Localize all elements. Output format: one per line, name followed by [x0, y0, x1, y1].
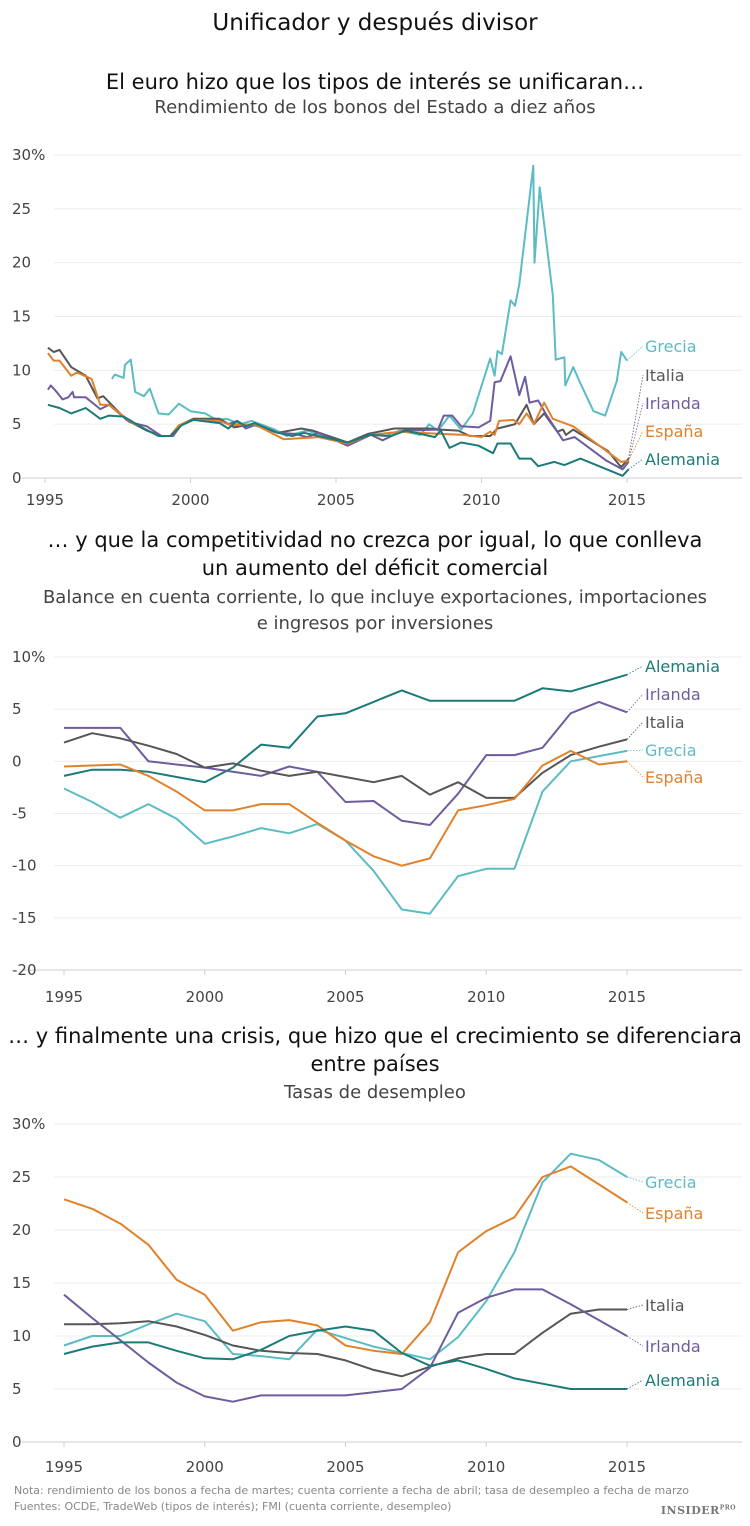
- series-label-grecia: Grecia: [645, 741, 697, 760]
- label-leader: [626, 1379, 644, 1390]
- x-tick-label: 2005: [317, 491, 355, 509]
- chart3-subtitle: Tasas de desempleo: [284, 1082, 466, 1103]
- y-tick-label: 30%: [12, 146, 45, 164]
- series-line-alemania: [47, 403, 630, 477]
- series-line-irlanda: [64, 700, 628, 826]
- label-leader: [626, 749, 644, 752]
- x-tick-label: 2015: [608, 1458, 646, 1476]
- x-tick-label: 1995: [26, 491, 64, 509]
- y-tick-label: -20: [12, 961, 37, 979]
- chart3-title-line2: entre países: [310, 1052, 440, 1076]
- y-tick-label: 20: [12, 254, 31, 272]
- label-leader: [626, 721, 644, 740]
- series-label-italia: Italia: [645, 713, 685, 732]
- chart1-title: El euro hizo que los tipos de interés se…: [105, 70, 645, 94]
- y-tick-label: 15: [12, 308, 31, 326]
- x-tick-label: 2000: [171, 491, 209, 509]
- y-tick-label: 15: [12, 1274, 31, 1292]
- series-line-irlanda: [63, 1288, 628, 1403]
- main-title: Unificador y después divisor: [212, 10, 538, 36]
- y-tick-label: 0: [12, 469, 22, 487]
- chart3-title-line1: … y finalmente una crisis, que hizo que …: [8, 1024, 742, 1048]
- y-tick-label: -5: [12, 805, 27, 823]
- x-tick-label: 1995: [45, 988, 83, 1006]
- series-label-grecia: Grecia: [645, 1173, 697, 1192]
- label-leader: [626, 345, 644, 361]
- label-leader: [626, 1202, 644, 1214]
- y-tick-label: 0: [12, 752, 22, 770]
- series-label-alemania: Alemania: [645, 1371, 720, 1390]
- x-tick-label: 2005: [326, 988, 364, 1006]
- x-tick-label: 2015: [608, 491, 646, 509]
- y-tick-label: 30%: [12, 1115, 45, 1133]
- x-tick-label: 1995: [45, 1458, 83, 1476]
- series-line-españa: [47, 352, 629, 463]
- sources-text: Fuentes: OCDE, TradeWeb (tipos de interé…: [14, 1500, 452, 1513]
- y-tick-label: 5: [12, 700, 22, 718]
- chart-2: 10% 5 0 -5 -10 -15 -20 1995 2000 2005 2010 2015 Alem…: [12, 648, 742, 1006]
- label-leader: [626, 1335, 644, 1347]
- x-tick-label: 2015: [608, 988, 646, 1006]
- x-tick-label: 2005: [326, 1458, 364, 1476]
- x-tick-label: 2010: [467, 1458, 505, 1476]
- series-line-irlanda: [47, 355, 630, 471]
- y-tick-label: 10%: [12, 648, 45, 666]
- x-tick-label: 2010: [462, 491, 500, 509]
- note-text: Nota: rendimiento de los bonos a fecha d…: [14, 1484, 689, 1497]
- y-tick-label: 20: [12, 1221, 31, 1239]
- label-leader: [628, 402, 644, 462]
- y-tick-label: 0: [12, 1433, 22, 1451]
- y-tick-label: 25: [12, 200, 31, 218]
- y-tick-label: 10: [12, 1327, 31, 1345]
- label-leader: [628, 430, 644, 461]
- y-tick-label: 10: [12, 361, 31, 379]
- series-line-españa: [63, 1165, 628, 1355]
- series-label-irlanda: Irlanda: [645, 1337, 701, 1356]
- series-line-españa: [63, 749, 628, 867]
- chart2-subtitle-line2: e ingresos por inversiones: [256, 613, 494, 634]
- series-label-españa: España: [645, 422, 703, 441]
- chart2-title-line1: … y que la competitividad no crezca por …: [47, 528, 703, 552]
- series-line-italia: [64, 1308, 627, 1378]
- series-line-italia: [63, 732, 628, 799]
- chart2-subtitle-line1: Balance en cuenta corriente, lo que incl…: [42, 587, 708, 608]
- series-label-italia: Italia: [645, 366, 685, 385]
- y-tick-label: -15: [12, 909, 37, 927]
- series-line-grecia: [111, 164, 628, 444]
- x-tick-label: 2000: [186, 988, 224, 1006]
- x-tick-label: 2010: [467, 988, 505, 1006]
- label-leader: [626, 693, 644, 713]
- series-line-alemania: [63, 673, 628, 784]
- insider-logo: INSIDERPRO: [660, 1504, 736, 1517]
- chart2-title-line2: un aumento del déficit comercial: [201, 556, 549, 580]
- series-label-alemania: Alemania: [645, 657, 720, 676]
- series-label-grecia: Grecia: [645, 337, 697, 356]
- x-tick-label: 2000: [186, 1458, 224, 1476]
- series-label-españa: España: [645, 768, 703, 787]
- y-tick-label: 25: [12, 1168, 31, 1186]
- series-line-alemania: [63, 1325, 627, 1390]
- label-leader: [628, 458, 644, 470]
- y-tick-label: 5: [12, 415, 22, 433]
- series-label-italia: Italia: [645, 1296, 685, 1315]
- label-leader: [626, 1304, 644, 1310]
- series-label-alemania: Alemania: [645, 450, 720, 469]
- label-leader: [628, 374, 644, 459]
- y-tick-label: -10: [12, 857, 37, 875]
- label-leader: [626, 1176, 644, 1183]
- series-label-irlanda: Irlanda: [645, 394, 701, 413]
- chart1-subtitle: Rendimiento de los bonos del Estado a di…: [154, 97, 596, 118]
- y-tick-label: 5: [12, 1380, 22, 1398]
- label-leader: [626, 665, 644, 676]
- series-label-irlanda: Irlanda: [645, 685, 701, 704]
- series-line-grecia: [63, 1152, 628, 1361]
- label-leader: [626, 761, 644, 778]
- series-label-españa: España: [645, 1204, 703, 1223]
